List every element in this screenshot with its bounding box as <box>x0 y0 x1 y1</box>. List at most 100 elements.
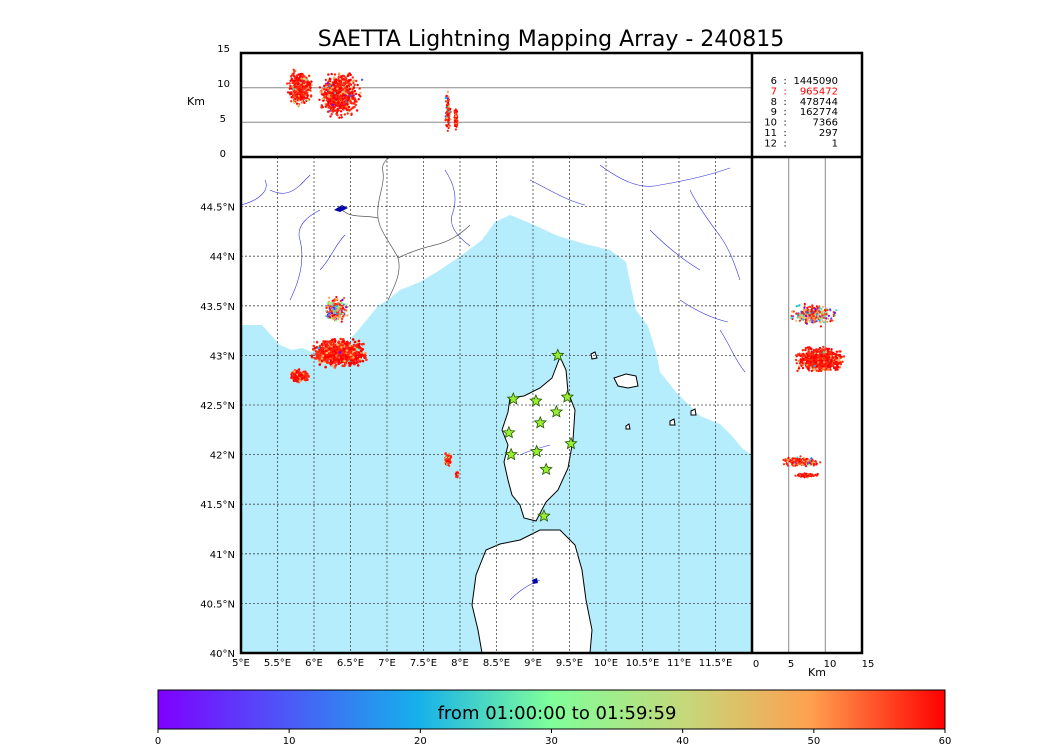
lightning-source <box>294 94 297 98</box>
lightning-source <box>358 357 362 361</box>
lightning-source <box>348 344 352 348</box>
lightning-source <box>341 302 344 305</box>
lightning-source <box>326 110 330 114</box>
lightning-source <box>808 354 811 358</box>
lightning-source <box>827 347 831 351</box>
lightning-source <box>444 452 447 455</box>
lightning-source <box>336 349 339 353</box>
lightning-source <box>448 105 451 108</box>
lightning-source <box>294 83 297 86</box>
lightning-source <box>797 365 801 368</box>
lightning-source <box>347 353 350 356</box>
lightning-source <box>355 352 359 356</box>
lightning-source <box>328 301 331 305</box>
lightning-source <box>791 461 794 464</box>
lightning-source <box>809 356 812 360</box>
lightning-source <box>347 105 351 109</box>
lightning-source <box>333 299 336 302</box>
lightning-source <box>799 455 802 458</box>
lightning-source <box>819 369 822 372</box>
lightning-source <box>357 98 360 101</box>
lightning-source <box>333 83 336 86</box>
lightning-source <box>347 73 350 76</box>
lightning-source <box>351 106 354 109</box>
lightning-source <box>297 82 300 85</box>
lightning-source <box>303 378 307 382</box>
lightning-source <box>799 358 802 361</box>
lightning-source <box>351 95 355 98</box>
latitude-tick: 42.5°N <box>200 401 235 412</box>
lightning-source <box>347 79 351 82</box>
lightning-source <box>817 364 821 368</box>
longitude-tick: 10°E <box>594 658 618 669</box>
lightning-source <box>826 320 829 323</box>
lightning-source <box>332 341 336 345</box>
lightning-source <box>802 312 805 315</box>
lightning-source <box>804 308 807 311</box>
lightning-source <box>829 361 832 365</box>
lightning-source <box>346 112 349 115</box>
colorbar-tick: 10 <box>283 736 296 747</box>
lightning-source <box>351 338 355 341</box>
lightning-source <box>827 314 831 317</box>
longitude-tick: 11.5°E <box>699 658 733 669</box>
lightning-source <box>329 343 333 346</box>
lightning-source <box>835 350 838 353</box>
lightning-source <box>292 374 296 377</box>
lightning-source <box>338 116 341 119</box>
lightning-source <box>824 358 827 361</box>
colorbar-tick: 40 <box>676 736 689 747</box>
lightning-source <box>300 377 304 380</box>
lightning-source <box>826 353 829 356</box>
lightning-source <box>348 92 351 96</box>
lightning-source <box>298 97 301 100</box>
lightning-source <box>324 78 327 82</box>
lightning-source <box>821 349 824 352</box>
monte-cristo-island <box>690 408 697 416</box>
lightning-source <box>297 85 300 89</box>
lightning-source <box>356 364 360 367</box>
lightning-source <box>342 83 345 86</box>
lightning-source <box>810 310 813 313</box>
station-counts-list: 6:14450907:9654728:4787449:16277410:7366… <box>764 76 838 149</box>
lightning-source <box>801 366 805 370</box>
lightning-source <box>292 87 295 91</box>
lightning-source <box>334 78 338 81</box>
lightning-source <box>455 117 458 120</box>
lightning-source <box>818 305 821 308</box>
colorbar-time-range: from 01:00:00 to 01:59:59 <box>438 703 677 724</box>
lightning-source <box>784 459 787 463</box>
lightning-source <box>445 111 448 114</box>
lightning-source <box>350 91 353 94</box>
latitude-tick: 41.5°N <box>200 500 235 511</box>
lightning-source <box>324 314 327 318</box>
lightning-source <box>309 94 313 97</box>
lightning-source <box>833 366 836 369</box>
lightning-source <box>325 306 328 309</box>
lightning-source <box>352 356 355 359</box>
lightning-source <box>815 474 818 477</box>
lightning-source <box>297 104 300 107</box>
lightning-source <box>344 354 348 358</box>
lightning-source <box>822 345 825 349</box>
lma-stations <box>502 348 578 522</box>
lightning-source <box>298 379 302 383</box>
lightning-source <box>812 464 815 467</box>
lightning-source <box>351 80 354 83</box>
lightning-source <box>813 364 816 368</box>
lightning-source <box>338 351 342 354</box>
lightning-source <box>449 454 452 458</box>
lightning-source <box>341 364 345 368</box>
lightning-source <box>296 377 300 380</box>
lightning-source <box>335 101 338 105</box>
lightning-source <box>791 457 794 460</box>
station-count-label: 7 <box>771 86 777 97</box>
right-panel-x-ticks: 0 5 10 15 <box>753 659 875 670</box>
lightning-source <box>291 94 295 97</box>
lightning-source <box>448 110 451 113</box>
lightning-source <box>341 312 344 315</box>
lightning-source <box>798 316 801 319</box>
lightning-source <box>307 74 311 78</box>
lightning-source <box>336 109 339 112</box>
lightning-source <box>306 93 309 97</box>
